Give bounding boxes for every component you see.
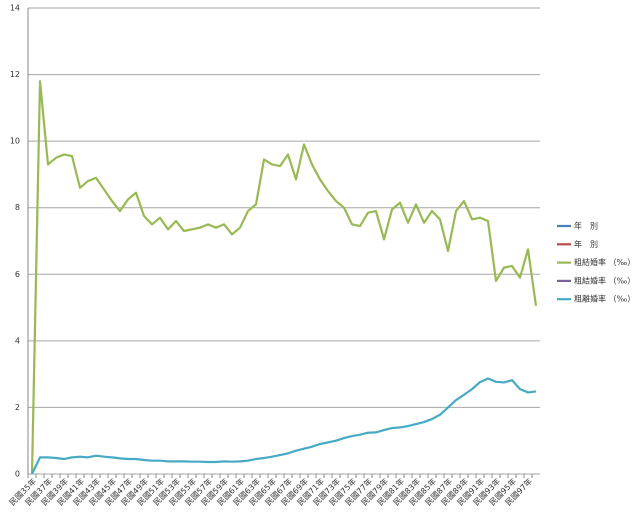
y-tick-label: 14 [10, 4, 20, 13]
y-tick-label: 4 [15, 336, 20, 345]
legend-label: 年 別 [574, 239, 598, 249]
legend-label: 年 別 [574, 221, 598, 231]
y-tick-label: 12 [10, 70, 20, 79]
y-tick-label: 2 [15, 403, 20, 412]
y-tick-label: 8 [15, 203, 20, 212]
y-tick-label: 10 [10, 137, 20, 146]
line-series [30, 80, 538, 475]
legend-label: 粗離婚率 （‰） [574, 294, 635, 304]
legend-label: 粗結婚率 （‰） [574, 257, 635, 267]
line-series [31, 377, 537, 475]
legend-label: 粗結婚率 （‰） [574, 275, 635, 285]
y-tick-label: 6 [15, 270, 20, 279]
y-tick-label: 0 [15, 470, 20, 479]
